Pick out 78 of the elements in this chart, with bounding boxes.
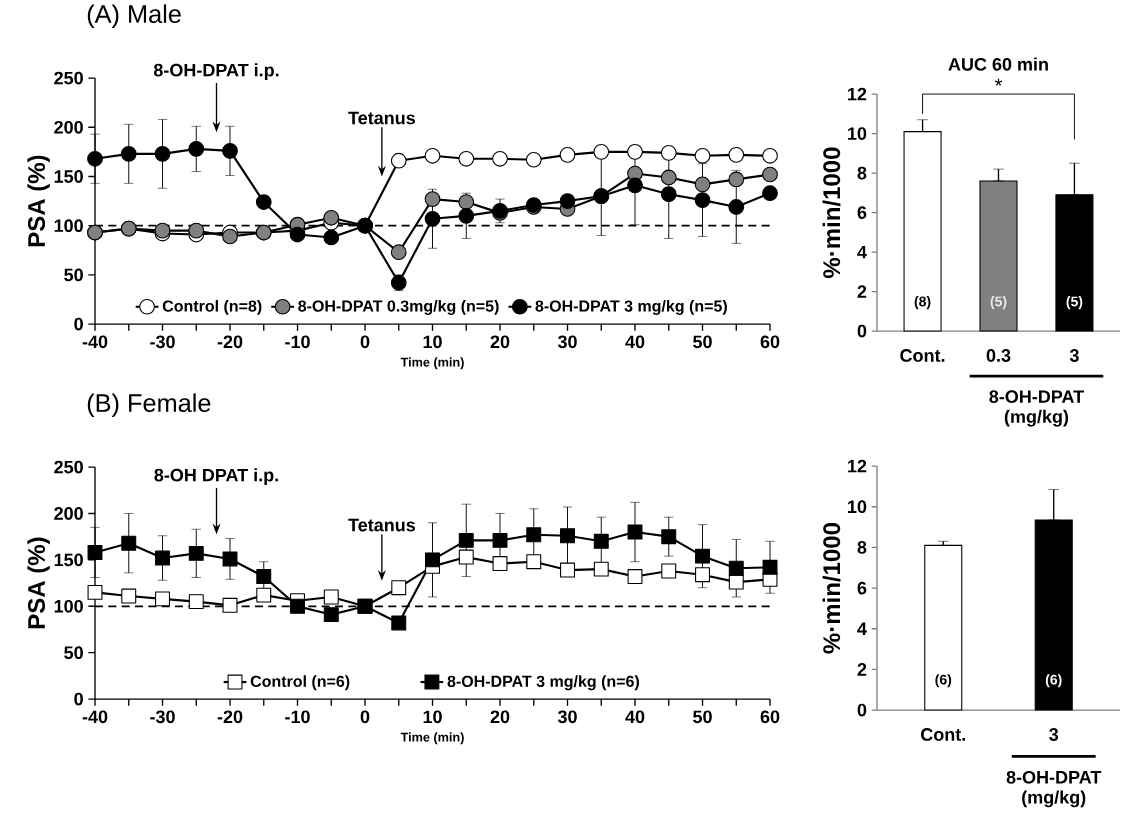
y-tick-label: 0 [74,317,83,331]
y-tick-label: 100 [54,599,83,613]
y-tick-label: 150 [54,553,83,567]
x-tick-label: 30 [557,710,577,724]
y-tick-label: 4 [857,245,867,259]
chart-title: (A) Male [87,4,181,28]
y-tick-label: 50 [64,268,83,282]
x-tick-label: Cont. [921,728,966,741]
annotation: Tetanus [348,111,415,125]
annotation: 8-OH DPAT i.p. [154,468,278,485]
y-tick-label: 6 [857,206,867,219]
x-tick-label: -30 [150,335,175,349]
x-tick-label: 20 [490,710,510,724]
chart-title: (B) Female [87,393,211,417]
legend-label: 8-OH-DPAT 3 mg/kg (n=6) [447,675,639,691]
y-tick-label: 250 [54,460,83,474]
x-tick-label: -20 [217,335,243,349]
annotation: (5) [990,296,1007,310]
x-axis-title: Time (min) [400,357,464,370]
x-tick-label: 60 [760,335,780,349]
annotation: (8) [914,296,931,310]
y-tick-label: 100 [54,219,83,232]
x-tick-label: -30 [150,710,175,724]
y-tick-label: 200 [54,120,83,134]
x-tick-label: 60 [760,710,780,724]
y-tick-label: 0 [857,324,867,338]
x-axis-title: 8-OH-DPAT (mg/kg) [989,390,1084,427]
y-tick-label: 8 [857,166,867,180]
x-tick-label: -20 [217,710,243,724]
y-tick-label: 8 [857,541,867,554]
chart-title: AUC 60 min [948,57,1048,71]
annotation: (5) [1066,296,1083,310]
x-axis-title: 8-OH-DPAT (mg/kg) [1006,770,1102,808]
x-tick-label: 0 [360,710,370,724]
y-tick-label: 0 [74,692,83,706]
x-tick-label: 40 [625,710,645,724]
annotation: 8-OH-DPAT i.p. [153,63,279,81]
y-tick-label: 2 [857,285,867,298]
y-tick-label: 10 [848,127,867,140]
x-tick-label: 50 [693,335,712,349]
annotation: Tetanus [348,518,415,532]
x-axis-title: Time (min) [400,732,464,745]
y-axis-title: %·min/1000 [822,147,841,278]
x-tick-label: Cont. [900,349,945,362]
x-tick-label: 40 [625,335,645,349]
annotation: (6) [1045,674,1062,688]
y-tick-label: 6 [857,581,867,595]
y-axis-title: %·min/1000 [822,523,841,654]
x-tick-label: 10 [423,335,442,349]
x-tick-label: -10 [285,710,310,724]
y-tick-label: 10 [848,500,867,514]
x-tick-label: 3 [1049,728,1059,741]
x-tick-label: 0.3 [986,349,1011,362]
y-tick-label: 150 [54,170,83,183]
legend-label: 8-OH-DPAT 3 mg/kg (n=5) [535,299,727,315]
y-axis-title: PSA (%) [27,537,50,629]
x-tick-label: 30 [557,335,577,349]
legend-label: Control (n=6) [250,675,350,691]
y-tick-label: 2 [857,663,867,676]
y-tick-label: 200 [54,507,83,520]
y-tick-label: 4 [857,622,867,635]
x-tick-label: -40 [82,335,108,349]
annotation: (6) [935,674,952,688]
x-tick-label: 0 [360,335,370,349]
x-tick-label: 50 [693,710,712,724]
y-tick-label: 12 [848,87,867,101]
x-tick-label: -40 [82,710,108,724]
x-tick-label: 20 [490,335,510,349]
y-tick-label: 12 [848,459,867,473]
legend-label: Control (n=8) [162,299,262,315]
y-tick-label: 50 [64,646,83,659]
text: * [994,78,1003,86]
legend-label: 8-OH-DPAT 0.3mg/kg (n=5) [298,299,499,315]
x-tick-label: -10 [285,335,310,349]
x-tick-label: 10 [423,710,442,724]
x-tick-label: 3 [1069,349,1079,362]
y-tick-label: 250 [54,71,83,85]
y-axis-title: PSA (%) [27,155,50,247]
